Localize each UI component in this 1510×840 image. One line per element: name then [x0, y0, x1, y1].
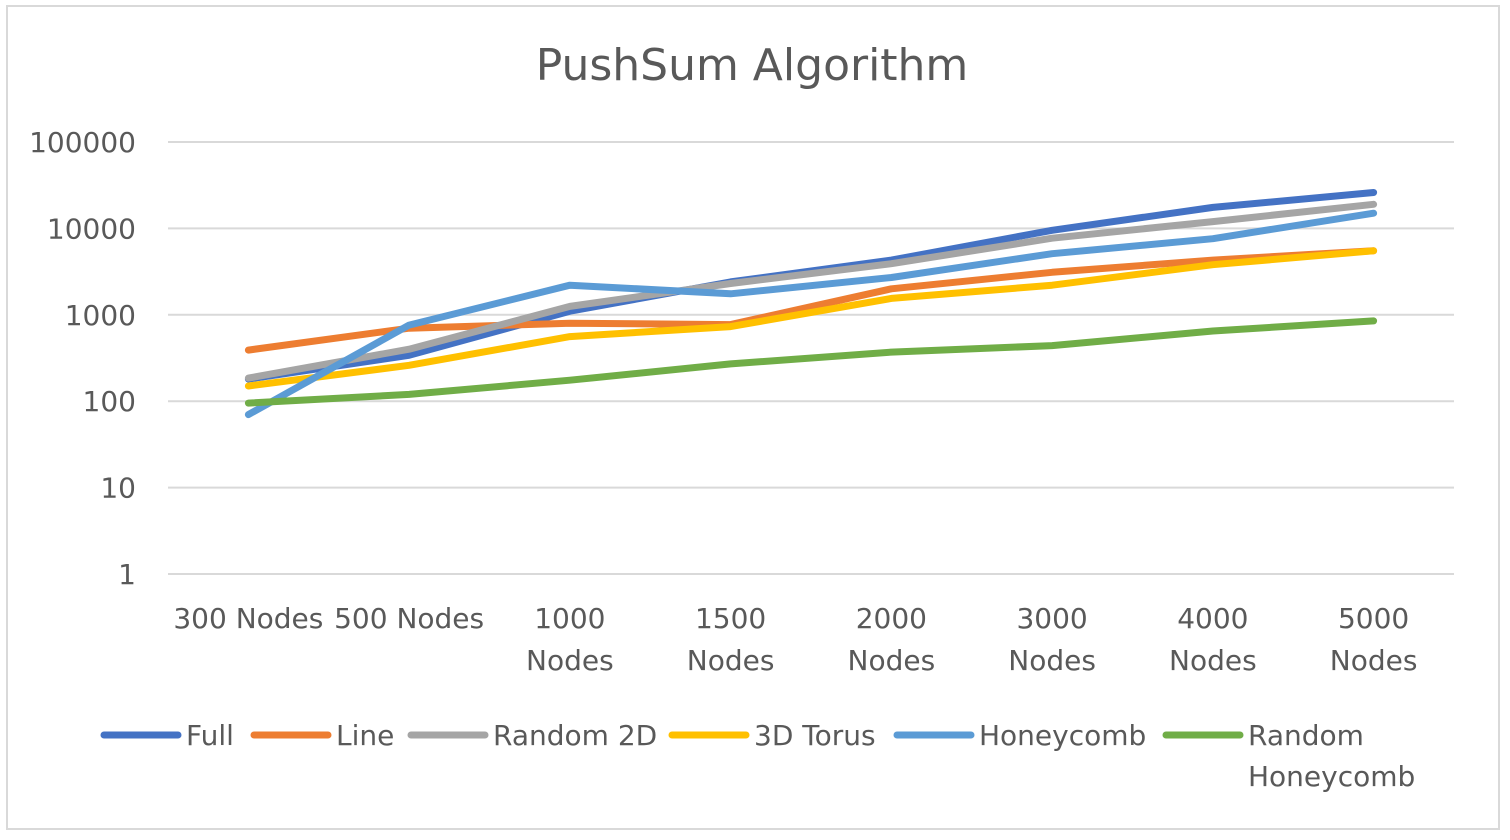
legend-label: Random 2D — [493, 719, 657, 752]
legend-label: 3D Torus — [754, 719, 876, 752]
y-tick-label: 10 — [100, 472, 136, 505]
series-line-honeycomb — [244, 209, 1378, 419]
series-line-3d-torus — [244, 247, 1378, 390]
x-tick-label: 1500 Nodes — [687, 602, 775, 677]
x-tick-label-line: 5000 — [1338, 602, 1409, 635]
series-line-line — [244, 247, 1378, 354]
x-tick-label-line: 4000 — [1177, 602, 1248, 635]
x-tick-label: 1000 Nodes — [526, 602, 614, 677]
x-tick-label-line: 3000 — [1016, 602, 1087, 635]
x-tick-label: 2000 Nodes — [848, 602, 936, 677]
legend-label: Honeycomb — [979, 719, 1146, 752]
legend-label-line: Random 2D — [493, 719, 657, 752]
x-tick-label-line: 1000 — [534, 602, 605, 635]
x-tick-label-line: Nodes — [526, 644, 614, 677]
x-tick-label-line: 2000 — [856, 602, 927, 635]
series-line-random-2d — [244, 200, 1378, 382]
legend-label: Random Honeycomb — [1248, 719, 1415, 793]
y-tick-label: 10000 — [47, 212, 136, 245]
legend: Full Line Random 2D 3D Torus Honeycomb Random… — [100, 719, 1415, 793]
x-tick-label-line: Nodes — [1008, 644, 1096, 677]
x-tick-label: 300 Nodes — [173, 602, 323, 635]
series-lines — [244, 189, 1378, 419]
chart-title: PushSum Algorithm — [536, 40, 969, 91]
legend-label-line: Honeycomb — [1248, 760, 1415, 793]
x-tick-label-line: Nodes — [848, 644, 936, 677]
y-tick-label: 1000 — [65, 299, 136, 332]
x-tick-label: 4000 Nodes — [1169, 602, 1257, 677]
x-tick-label-line: 300 Nodes — [173, 602, 323, 635]
series-line-random-honeycomb — [244, 317, 1378, 407]
y-axis-ticks: 1 10 100 1000 10000 100000 — [29, 126, 136, 591]
gridlines — [168, 141, 1454, 575]
x-tick-label: 5000 Nodes — [1330, 602, 1418, 677]
x-tick-label: 3000 Nodes — [1008, 602, 1096, 677]
legend-label-line: Honeycomb — [979, 719, 1146, 752]
x-tick-label-line: Nodes — [687, 644, 775, 677]
legend-label-line: Line — [336, 719, 394, 752]
legend-label: Full — [186, 719, 234, 752]
legend-label: Line — [336, 719, 394, 752]
legend-label-line: 3D Torus — [754, 719, 876, 752]
y-tick-label: 100 — [83, 385, 136, 418]
y-tick-label: 100000 — [29, 126, 136, 159]
x-tick-label: 500 Nodes — [334, 602, 484, 635]
legend-label-line: Random — [1248, 719, 1364, 752]
x-tick-label-line: 500 Nodes — [334, 602, 484, 635]
legend-label-line: Full — [186, 719, 234, 752]
x-tick-label-line: Nodes — [1330, 644, 1418, 677]
y-tick-label: 1 — [118, 558, 136, 591]
x-tick-label-line: 1500 — [695, 602, 766, 635]
x-tick-label-line: Nodes — [1169, 644, 1257, 677]
